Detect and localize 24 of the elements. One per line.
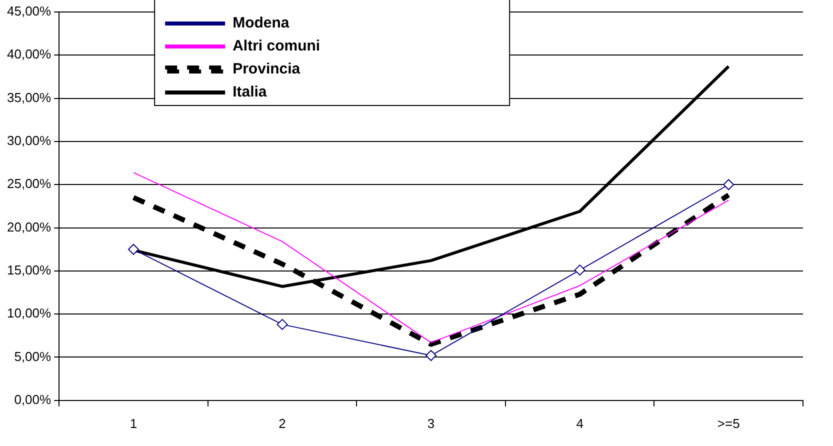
point (723, 179, 734, 190)
y-tick-label: 10,00% (6, 306, 52, 321)
point (574, 264, 586, 276)
y-tick-label: 15,00% (6, 262, 52, 278)
x-tick-label: 3 (427, 416, 435, 431)
y-tick-label: 25,00% (6, 176, 52, 192)
point (426, 350, 437, 362)
y-tick-label: 30,00% (6, 133, 52, 148)
y-tick-label: 20,00% (6, 219, 52, 234)
x-tick-label: 1 (130, 416, 138, 431)
point (128, 244, 139, 255)
x-tick-label: 4 (576, 416, 584, 431)
point (276, 318, 288, 330)
legend-label: Modena (232, 14, 290, 32)
y-tick-label: 45,00% (6, 4, 52, 19)
legend-label: Italia (232, 84, 268, 101)
y-tick-label: 0,00% (14, 392, 52, 407)
legend-label: Altri comuni (232, 38, 320, 55)
legend-label: Provincia (232, 60, 301, 78)
y-tick-label: 35,00% (6, 90, 52, 105)
x-tick-label: >=5 (717, 416, 740, 431)
x-tick-label: 2 (278, 416, 286, 431)
y-tick-label: 40,00% (6, 46, 52, 62)
y-tick-label: 5,00% (14, 348, 52, 364)
